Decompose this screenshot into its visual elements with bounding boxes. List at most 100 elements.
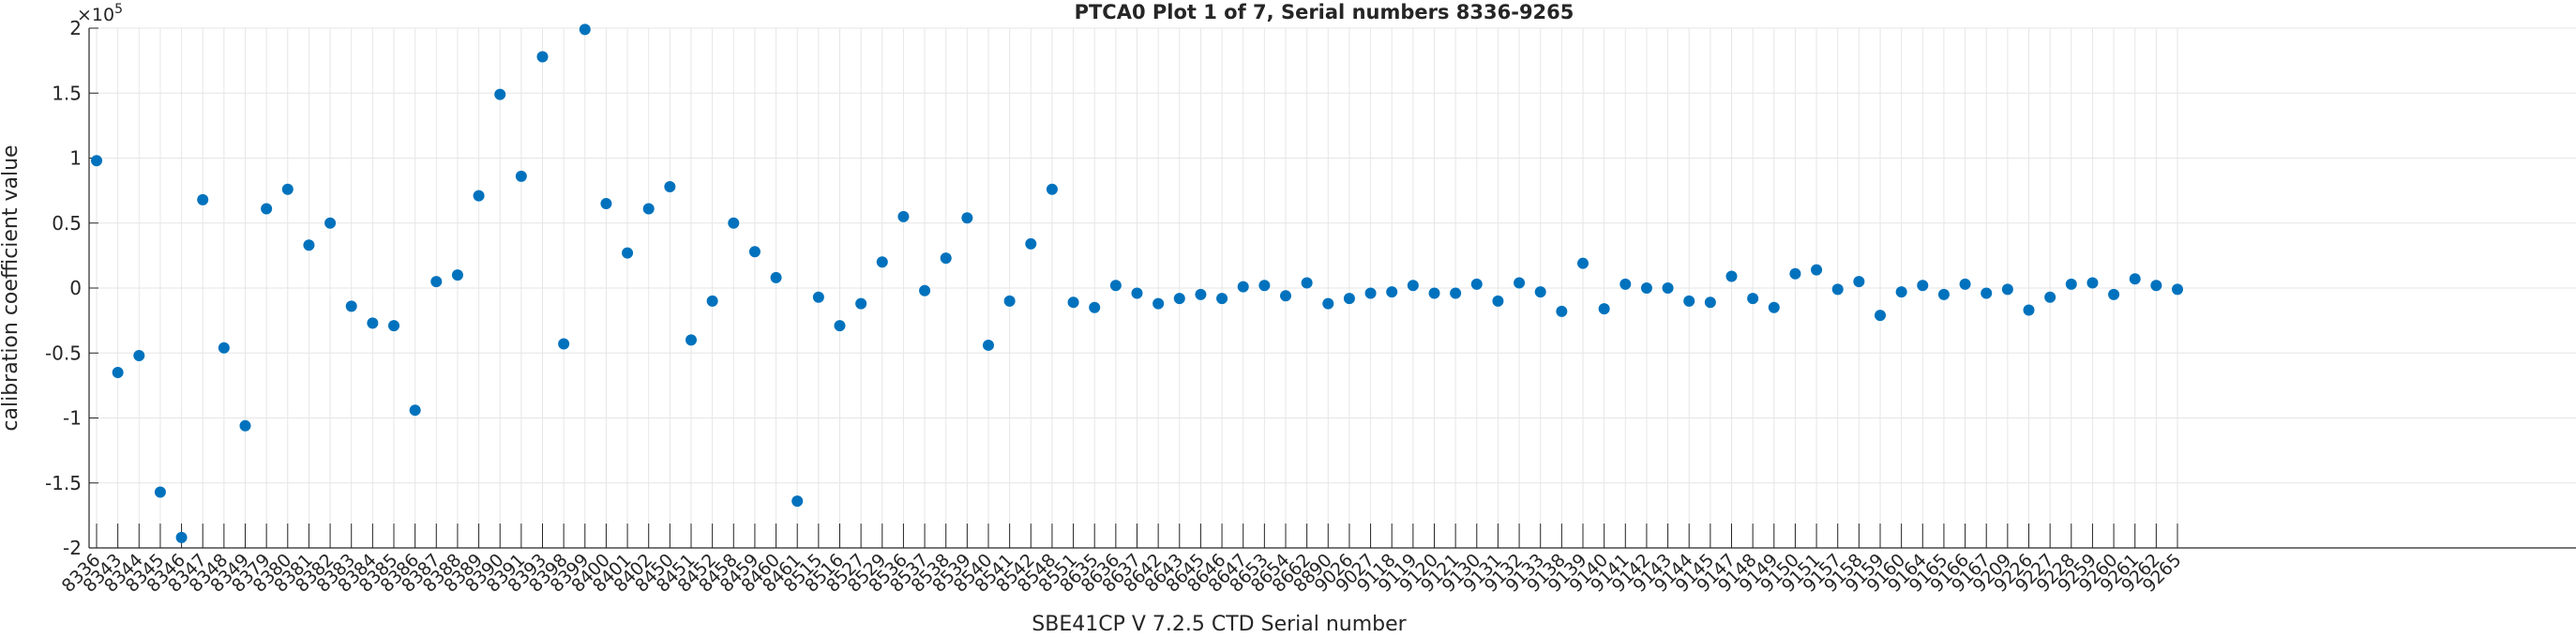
- y-tick-labels: -2 -1.5 -1 -0.5 0 0.5 1 1.5 2: [45, 17, 82, 559]
- data-point: [1003, 295, 1016, 307]
- data-point: [281, 183, 294, 195]
- data-point: [1173, 293, 1185, 305]
- data-point: [175, 531, 188, 543]
- data-point: [579, 23, 591, 36]
- data-point: [1959, 278, 1971, 290]
- data-point: [1428, 287, 1440, 299]
- data-point: [1025, 237, 1037, 250]
- data-point: [1407, 280, 1419, 292]
- data-point: [791, 495, 804, 508]
- data-point: [1343, 293, 1355, 305]
- data-point: [1937, 288, 1950, 300]
- data-point: [897, 210, 910, 222]
- data-point: [1598, 303, 1610, 315]
- data-point: [1152, 297, 1165, 310]
- data-point: [1514, 277, 1526, 289]
- y-tick-label: 0: [69, 277, 82, 299]
- data-point: [1917, 280, 1929, 292]
- data-point: [1280, 290, 1291, 302]
- data-point: [2065, 278, 2077, 290]
- data-point: [239, 419, 251, 432]
- data-point: [1450, 287, 1462, 299]
- y-tick-label: 1.5: [52, 82, 82, 104]
- data-point: [1195, 288, 1207, 300]
- data-point: [91, 155, 102, 167]
- data-point: [1067, 296, 1079, 309]
- y-tick-label: -2: [63, 537, 82, 559]
- data-point: [919, 284, 931, 296]
- data-point: [197, 193, 209, 205]
- data-point: [2172, 283, 2183, 296]
- data-point: [261, 203, 273, 215]
- data-point: [1704, 296, 1716, 309]
- data-point: [706, 295, 718, 307]
- data-point: [876, 256, 888, 268]
- data-point: [600, 197, 612, 209]
- data-point: [303, 239, 315, 251]
- data-point: [536, 51, 549, 63]
- data-point: [430, 276, 443, 288]
- data-point: [855, 297, 867, 310]
- data-point: [1981, 287, 1993, 299]
- data-point: [642, 203, 655, 215]
- data-point: [1386, 286, 1398, 298]
- data-point: [770, 271, 782, 283]
- data-point: [558, 338, 570, 350]
- x-tick-labels: 8336834383448345834683478348834983798380…: [58, 550, 2186, 597]
- data-point: [1811, 264, 1823, 276]
- data-point: [409, 404, 421, 417]
- data-point: [1725, 270, 1738, 282]
- data-point: [1831, 283, 1844, 296]
- y-axis-label: calibration coefficient value: [0, 144, 23, 431]
- data-point: [1131, 287, 1143, 299]
- data-point: [2129, 273, 2141, 285]
- data-point: [961, 212, 973, 224]
- y-tick-label: 1: [69, 147, 82, 170]
- y-tick-label: -1.5: [45, 472, 82, 494]
- data-point: [2086, 277, 2099, 289]
- data-point: [1875, 310, 1886, 322]
- y-tick-label: 0.5: [52, 212, 82, 235]
- y-tick-label: -0.5: [45, 342, 82, 364]
- x-axis-label: SBE41CP V 7.2.5 CTD Serial number: [1032, 613, 1407, 634]
- data-point: [1768, 301, 1780, 313]
- data-point: [1364, 287, 1377, 299]
- y-exponent-base: ×10: [77, 5, 114, 25]
- data-point: [1853, 276, 1865, 288]
- data-point: [1301, 277, 1313, 289]
- data-point: [1789, 267, 1801, 280]
- data-point: [685, 334, 697, 346]
- data-point: [345, 300, 357, 312]
- data-point: [940, 252, 952, 265]
- chart-title: PTCA0 Plot 1 of 7, Serial numbers 8336-9…: [1075, 1, 1574, 23]
- data-point: [2108, 288, 2120, 300]
- data-point: [473, 190, 485, 202]
- y-tick-label: 2: [69, 17, 82, 39]
- data-point: [664, 180, 676, 192]
- data-point: [1577, 257, 1589, 269]
- data-point: [622, 247, 634, 259]
- data-point: [154, 486, 166, 498]
- data-point: [748, 246, 761, 258]
- data-point: [367, 317, 379, 329]
- data-point: [1470, 278, 1483, 290]
- data-point: [2001, 283, 2013, 296]
- data-point: [1322, 297, 1334, 310]
- data-point: [1640, 282, 1652, 294]
- data-point: [1216, 293, 1228, 305]
- data-point: [1258, 280, 1271, 292]
- data-point: [1046, 183, 1058, 195]
- data-points: [91, 23, 2183, 543]
- y-exponent-label: ×105: [77, 2, 123, 25]
- data-point: [494, 88, 506, 100]
- data-point: [515, 170, 527, 182]
- data-point: [1089, 301, 1101, 313]
- data-point: [451, 269, 463, 281]
- data-point: [112, 367, 124, 379]
- data-point: [983, 339, 994, 351]
- axes: [88, 27, 2576, 549]
- data-point: [218, 342, 230, 354]
- data-point: [1237, 281, 1249, 293]
